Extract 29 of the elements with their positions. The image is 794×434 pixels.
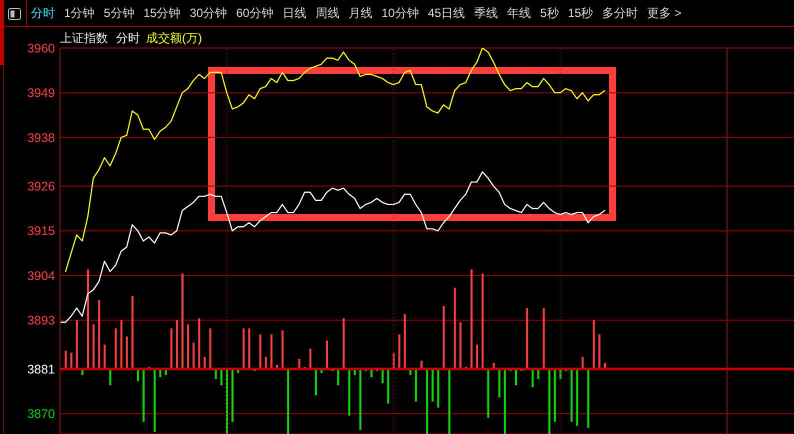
chart-title: 上证指数 bbox=[60, 30, 108, 47]
y-tick-label: 3904 bbox=[27, 268, 56, 283]
y-tick-label: 3926 bbox=[27, 180, 56, 194]
text: 分时 bbox=[31, 4, 55, 22]
y-tick-label: 3938 bbox=[27, 130, 56, 145]
y-tick-label: 3960 bbox=[27, 41, 56, 56]
y-tick-label: 3915 bbox=[27, 224, 56, 238]
text: 5秒 bbox=[540, 4, 559, 22]
text: 分时 bbox=[116, 30, 140, 47]
text: 5分钟 bbox=[104, 4, 134, 22]
text: 10分钟 bbox=[381, 4, 419, 22]
text: 45日线 bbox=[428, 4, 466, 22]
y-tick-label: 3870 bbox=[27, 407, 56, 422]
text: 30分钟 bbox=[190, 4, 228, 22]
text: 15秒 bbox=[568, 4, 594, 22]
text: 多分时 bbox=[602, 4, 638, 22]
text: 周线 bbox=[315, 4, 340, 22]
y-tick-label: 3893 bbox=[27, 314, 56, 328]
text: 日线 bbox=[282, 4, 306, 22]
y-tick-label: 3949 bbox=[27, 86, 56, 100]
text: 年线 bbox=[507, 4, 532, 22]
text: 成交额(万) bbox=[146, 30, 202, 47]
text: 60分钟 bbox=[236, 4, 274, 22]
text: 15分钟 bbox=[143, 4, 181, 22]
text: 月线 bbox=[348, 4, 372, 22]
text: 1分钟 bbox=[64, 4, 95, 22]
text: 季线 bbox=[474, 4, 498, 22]
text: 更多 > bbox=[647, 4, 682, 22]
y-tick-label: 3881 bbox=[27, 362, 56, 376]
